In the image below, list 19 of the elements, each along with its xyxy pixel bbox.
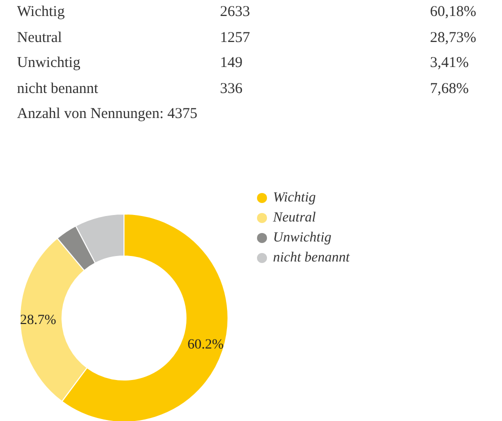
text: 3,41%: [430, 55, 469, 72]
category-label: Neutral: [17, 30, 62, 46]
text: 7,68%: [430, 80, 469, 98]
legend-label: Neutral: [272, 210, 316, 226]
text: 2633: [220, 4, 250, 21]
text: 28,73%: [430, 30, 476, 46]
data-label: 28.7%: [20, 312, 56, 328]
text: 149: [220, 55, 242, 72]
legend-label: Wichtig: [273, 190, 316, 206]
text: 336: [220, 80, 242, 98]
text: Anzahl von Nennungen: 4375: [17, 106, 198, 123]
legend-label: Unwichtig: [273, 230, 332, 246]
category-label: Unwichtig: [17, 55, 80, 71]
text: 1257: [220, 30, 250, 46]
text: 60,18%: [430, 4, 476, 21]
category-label: Wichtig: [17, 4, 65, 20]
legend-label: nicht benannt: [273, 250, 351, 266]
data-label: 60.2%: [188, 338, 224, 353]
category-label: nicht benannt: [17, 80, 98, 96]
